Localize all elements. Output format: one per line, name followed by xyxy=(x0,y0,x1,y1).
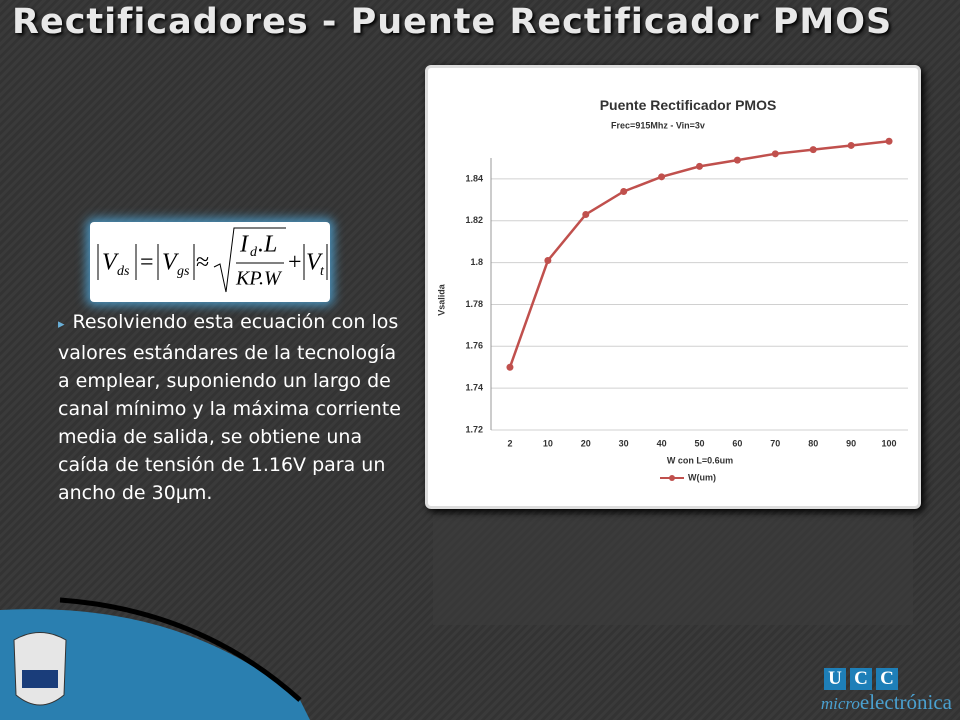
electronica: electrónica xyxy=(859,690,952,714)
formula-v: V xyxy=(306,250,323,276)
reflection xyxy=(433,515,913,625)
y-tick-label: 1.8 xyxy=(470,257,483,267)
legend-marker xyxy=(669,475,675,481)
formula-sub: ds xyxy=(117,264,130,279)
formula-op: ≈ xyxy=(196,250,209,276)
x-tick-label: 10 xyxy=(543,438,553,448)
x-tick-label: 60 xyxy=(732,438,742,448)
logo-letter: C xyxy=(850,668,872,690)
chart: Puente Rectificador PMOS Frec=915Mhz - Vi… xyxy=(436,97,908,482)
x-tick-label: 80 xyxy=(808,438,818,448)
bullet-text: Resolviendo esta ecuación con los valore… xyxy=(58,308,410,507)
formula-v: V xyxy=(162,250,179,276)
point xyxy=(733,156,741,164)
x-axis-label: W con L=0.6um xyxy=(667,455,733,465)
point xyxy=(544,257,552,265)
formula-svg: V ds = V gs ≈ I d .L KP.W + V t xyxy=(97,227,328,293)
point xyxy=(582,210,590,218)
shield-band xyxy=(22,670,58,688)
micro-logo: microelectrónica xyxy=(821,690,952,715)
sqrt xyxy=(213,227,286,293)
x-tick-label: 90 xyxy=(846,438,856,448)
legend-label: W(um) xyxy=(688,472,716,482)
point xyxy=(506,363,514,371)
series-line xyxy=(508,140,890,368)
y-tick-label: 1.72 xyxy=(465,424,483,434)
x-tick-label: 100 xyxy=(882,438,897,448)
formula-sub: d xyxy=(250,245,258,260)
formula-den: KP.W xyxy=(235,268,283,290)
y-tick-label: 1.74 xyxy=(465,383,483,393)
micro: micro xyxy=(820,694,860,713)
point xyxy=(658,173,666,181)
x-tick-label: 30 xyxy=(619,438,629,448)
formula-num: .L xyxy=(258,232,277,258)
chart-box: Puente Rectificador PMOS Frec=915Mhz - Vi… xyxy=(425,65,921,509)
x-tick-label: 20 xyxy=(581,438,591,448)
swoosh-line xyxy=(59,597,302,702)
shield xyxy=(13,632,67,706)
chart-subtitle: Frec=915Mhz - Vin=3v xyxy=(611,120,705,130)
formula-v: V xyxy=(102,250,119,276)
slide-title: Rectificadores - Puente Rectificador PMO… xyxy=(12,2,893,42)
y-tick-label: 1.82 xyxy=(465,215,483,225)
y-tick-label: 1.84 xyxy=(465,173,483,183)
y-tick-label: 1.78 xyxy=(465,299,483,309)
x-tick-label: 50 xyxy=(694,438,704,448)
formula-sub: gs xyxy=(177,264,190,279)
point xyxy=(696,162,703,170)
chart-title: Puente Rectificador PMOS xyxy=(600,97,777,113)
ucc-logo: U C C xyxy=(824,668,898,690)
x-tick-label: 2 xyxy=(507,438,512,448)
logo-letter: C xyxy=(876,668,898,690)
formula-op: = xyxy=(140,250,154,276)
point xyxy=(847,141,855,149)
formula-op: + xyxy=(288,250,302,276)
formula: V ds = V gs ≈ I d .L KP.W + V t xyxy=(90,222,330,302)
formula-sub: t xyxy=(320,264,325,279)
point xyxy=(620,187,628,195)
formula-num: I xyxy=(239,232,249,258)
y-tick-label: 1.76 xyxy=(465,341,483,351)
x-tick-label: 70 xyxy=(770,438,780,448)
point xyxy=(809,146,817,154)
logo-letter: U xyxy=(824,668,846,690)
swoosh xyxy=(0,609,310,720)
y-axis-label: Vsalida xyxy=(436,283,446,316)
point xyxy=(885,137,893,145)
point xyxy=(771,150,779,158)
x-tick-label: 40 xyxy=(657,438,667,448)
